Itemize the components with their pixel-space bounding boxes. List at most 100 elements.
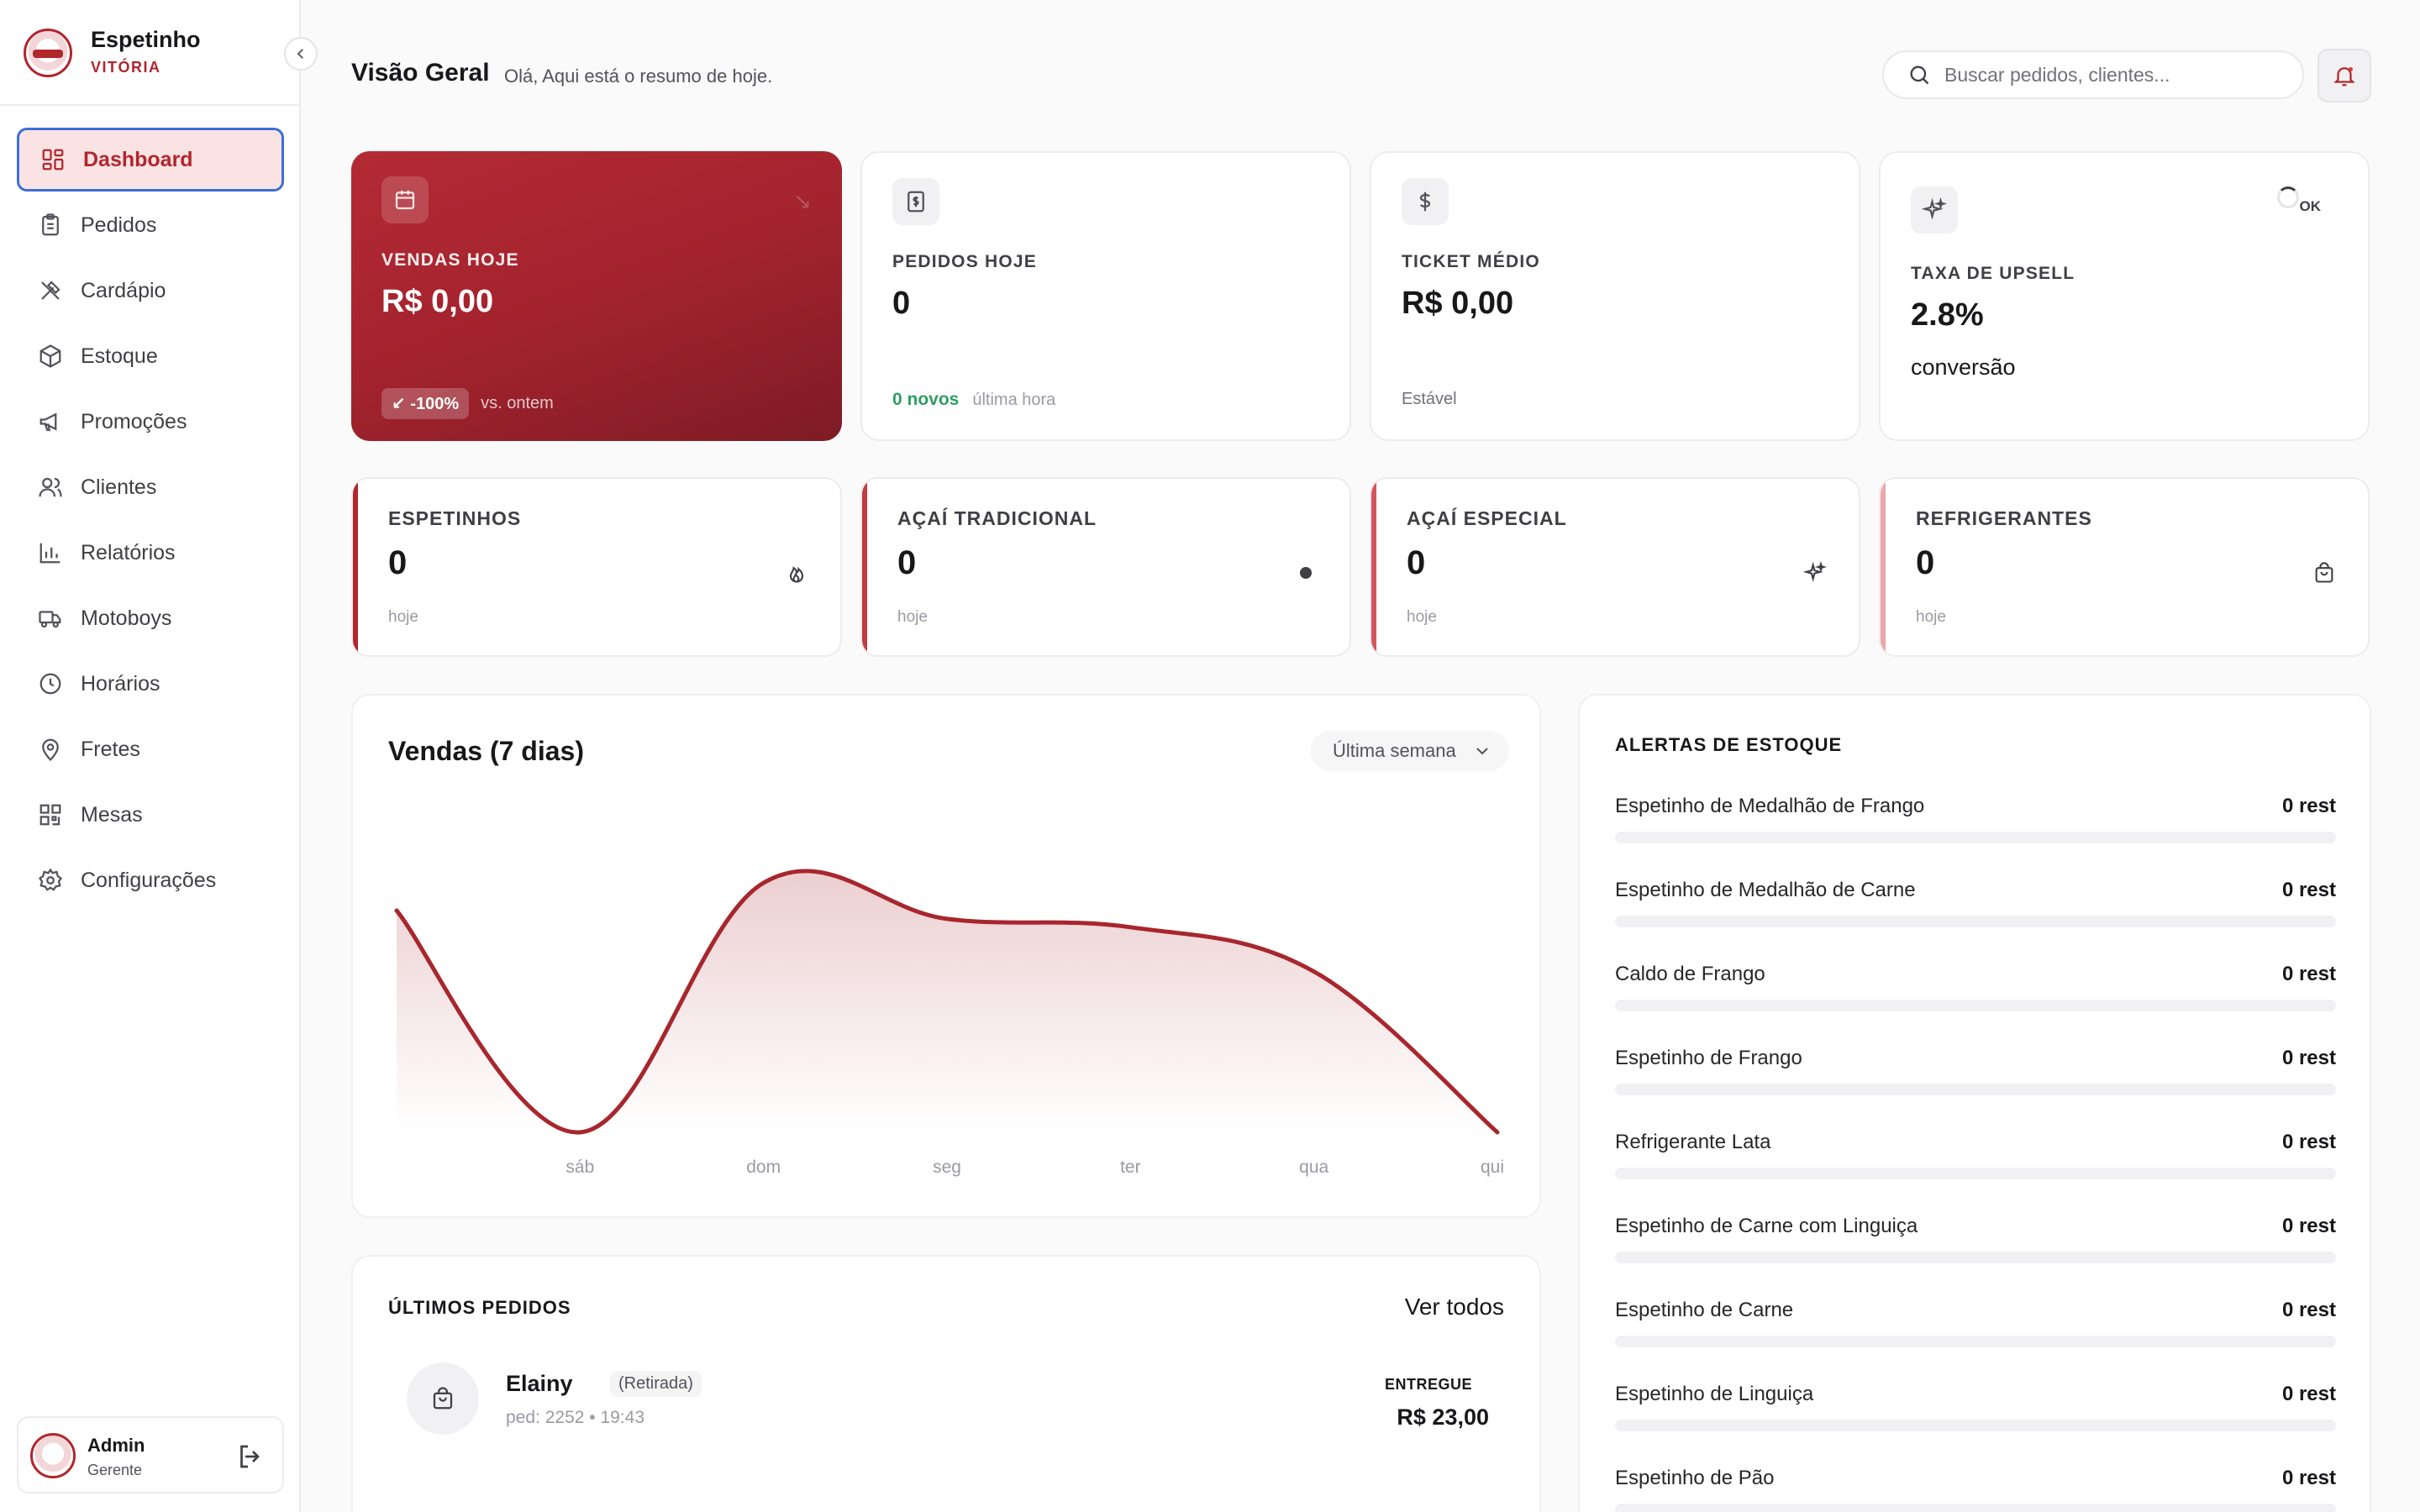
alert-row: Espetinho de Carne com Linguiça 0 rest bbox=[1615, 1215, 2336, 1282]
sidebar-item-promocoes[interactable]: Promoções bbox=[17, 390, 284, 454]
sidebar-item-mesas[interactable]: Mesas bbox=[17, 783, 284, 847]
sidebar-item-clientes[interactable]: Clientes bbox=[17, 455, 284, 519]
calendar-icon bbox=[381, 176, 429, 223]
order-total: R$ 23,00 bbox=[1397, 1404, 1489, 1430]
category-value: 0 bbox=[897, 544, 917, 581]
collapse-sidebar-button[interactable] bbox=[284, 37, 318, 71]
range-select[interactable]: Última semana bbox=[1311, 731, 1509, 771]
sidebar-nav: Dashboard Pedidos Cardápio Estoque Promo… bbox=[17, 128, 284, 914]
alerts-title: ALERTAS DE ESTOQUE bbox=[1615, 734, 1843, 755]
chart-title: Vendas (7 dias) bbox=[388, 736, 584, 766]
sidebar-item-relatorios[interactable]: Relatórios bbox=[17, 521, 284, 585]
alert-item-qty: 0 rest bbox=[2281, 1215, 2336, 1237]
clipboard-icon bbox=[37, 212, 64, 239]
chart-x-tick-label: sáb bbox=[566, 1158, 594, 1177]
category-value: 0 bbox=[1407, 544, 1426, 581]
alert-row: Espetinho de Medalhão de Frango 0 rest bbox=[1615, 795, 2336, 862]
sidebar-item-label: Configurações bbox=[81, 868, 217, 892]
notifications-button[interactable] bbox=[2317, 49, 2371, 102]
category-card-refrigerantes: REFRIGERANTES 0 hoje bbox=[1879, 477, 2370, 657]
stat-label: TAXA DE UPSELL bbox=[1911, 264, 2075, 283]
alert-item-qty: 0 rest bbox=[2281, 795, 2336, 817]
category-label: REFRIGERANTES bbox=[1916, 507, 2092, 529]
sidebar-item-label: Fretes bbox=[81, 737, 140, 761]
order-row[interactable]: Elainy (Retirada) ped: 2252 • 19:43 ENTR… bbox=[388, 1356, 1507, 1457]
shopping-bag-icon bbox=[407, 1362, 479, 1435]
sparkles-icon bbox=[1911, 186, 1958, 234]
sidebar-item-cardapio[interactable]: Cardápio bbox=[17, 259, 284, 323]
page-subtitle: Olá, Aqui está o resumo de hoje. bbox=[504, 66, 773, 87]
flame-icon bbox=[783, 559, 810, 586]
sales-chart-card: Vendas (7 dias) Última semana sáb dom seg t… bbox=[351, 694, 1541, 1218]
map-pin-icon bbox=[37, 736, 64, 763]
box-icon bbox=[37, 343, 64, 370]
sidebar-item-estoque[interactable]: Estoque bbox=[17, 324, 284, 388]
sidebar-item-fretes[interactable]: Fretes bbox=[17, 717, 284, 781]
chart-x-ticks: sáb dom seg ter qua qui bbox=[566, 1158, 1504, 1177]
stat-card-average-ticket: TICKET MÉDIO R$ 0,00 Estável bbox=[1370, 151, 1860, 441]
order-customer: Elainy bbox=[506, 1371, 573, 1396]
alert-item-name: Espetinho de Frango bbox=[1615, 1047, 1802, 1069]
page-title: Visão Geral bbox=[351, 59, 490, 87]
alert-item-name: Espetinho de Linguiça bbox=[1615, 1383, 1814, 1405]
clock-icon bbox=[37, 670, 64, 697]
user-role: Gerente bbox=[87, 1462, 143, 1478]
see-all-link[interactable]: Ver todos bbox=[1404, 1294, 1504, 1320]
chart-series-line bbox=[394, 869, 1500, 1135]
sidebar-item-pedidos[interactable]: Pedidos bbox=[17, 193, 284, 257]
user-name: Admin bbox=[87, 1435, 145, 1456]
users-icon bbox=[37, 474, 64, 501]
sidebar-item-dashboard[interactable]: Dashboard bbox=[17, 128, 284, 192]
chart-area bbox=[397, 870, 1497, 1134]
alert-row: Espetinho de Linguiça 0 rest bbox=[1615, 1383, 2336, 1450]
alert-item-qty: 0 rest bbox=[2281, 1131, 2336, 1153]
stat-card-upsell-rate: OK TAXA DE UPSELL 2.8% conversão bbox=[1879, 151, 2370, 441]
order-type-badge: (Retirada) bbox=[610, 1371, 702, 1397]
stat-footer: ↙ -100% vs. ontem bbox=[381, 388, 554, 419]
stat-footer: Estável bbox=[1402, 390, 1457, 409]
bell-icon bbox=[2333, 67, 2355, 87]
order-meta: ped: 2252 • 19:43 bbox=[506, 1408, 644, 1427]
category-accent-bar bbox=[1371, 479, 1376, 655]
sidebar-item-motoboys[interactable]: Motoboys bbox=[17, 586, 284, 650]
new-orders-count: 0 novos bbox=[892, 390, 960, 409]
stock-level-bar bbox=[1615, 916, 2336, 927]
loading-spinner bbox=[2277, 186, 2299, 208]
category-sub: hoje bbox=[1916, 608, 1946, 626]
stat-value: 2.8% bbox=[1911, 297, 1984, 333]
brand: Espetinho VITÓRIA bbox=[0, 0, 301, 106]
search-box bbox=[1882, 50, 2304, 99]
category-card-acai-especial: AÇAÍ ESPECIAL 0 hoje bbox=[1370, 477, 1860, 657]
avatar bbox=[30, 1433, 76, 1478]
megaphone-icon bbox=[37, 408, 64, 435]
stat-label: TICKET MÉDIO bbox=[1402, 252, 1540, 271]
stat-value: R$ 0,00 bbox=[1402, 286, 1514, 321]
brand-subtitle: VITÓRIA bbox=[91, 59, 161, 76]
sidebar-item-label: Mesas bbox=[81, 802, 143, 827]
stock-level-bar bbox=[1615, 1252, 2336, 1263]
sidebar-item-label: Estoque bbox=[81, 344, 158, 368]
sidebar-item-configuracoes[interactable]: Configurações bbox=[17, 848, 284, 912]
sales-chart: sáb dom seg ter qua qui bbox=[394, 869, 1504, 1177]
search-input[interactable] bbox=[1944, 63, 2281, 87]
stat-value: R$ 0,00 bbox=[381, 284, 494, 319]
alert-item-name: Espetinho de Medalhão de Carne bbox=[1615, 879, 1916, 901]
sparkles-icon bbox=[1802, 559, 1828, 586]
sidebar-item-horarios[interactable]: Horários bbox=[17, 652, 284, 716]
chart-x-tick-label: qui bbox=[1481, 1158, 1504, 1177]
stat-footer-text: vs. ontem bbox=[481, 394, 554, 412]
alert-item-qty: 0 rest bbox=[2281, 1467, 2336, 1489]
logout-icon[interactable] bbox=[235, 1441, 266, 1472]
alert-row: Espetinho de Frango 0 rest bbox=[1615, 1047, 2336, 1114]
chart-x-tick-label: ter bbox=[1120, 1158, 1141, 1177]
category-accent-bar bbox=[862, 479, 867, 655]
alert-item-qty: 0 rest bbox=[2281, 1299, 2336, 1321]
alert-row: Espetinho de Carne 0 rest bbox=[1615, 1299, 2336, 1366]
bar-chart-icon bbox=[37, 539, 64, 566]
brand-logo bbox=[24, 29, 72, 77]
sidebar-item-label: Dashboard bbox=[83, 147, 193, 171]
stock-level-bar bbox=[1615, 1336, 2336, 1347]
stock-level-bar bbox=[1615, 1168, 2336, 1179]
sidebar-item-label: Promoções bbox=[81, 409, 187, 433]
category-value: 0 bbox=[1916, 544, 1935, 581]
